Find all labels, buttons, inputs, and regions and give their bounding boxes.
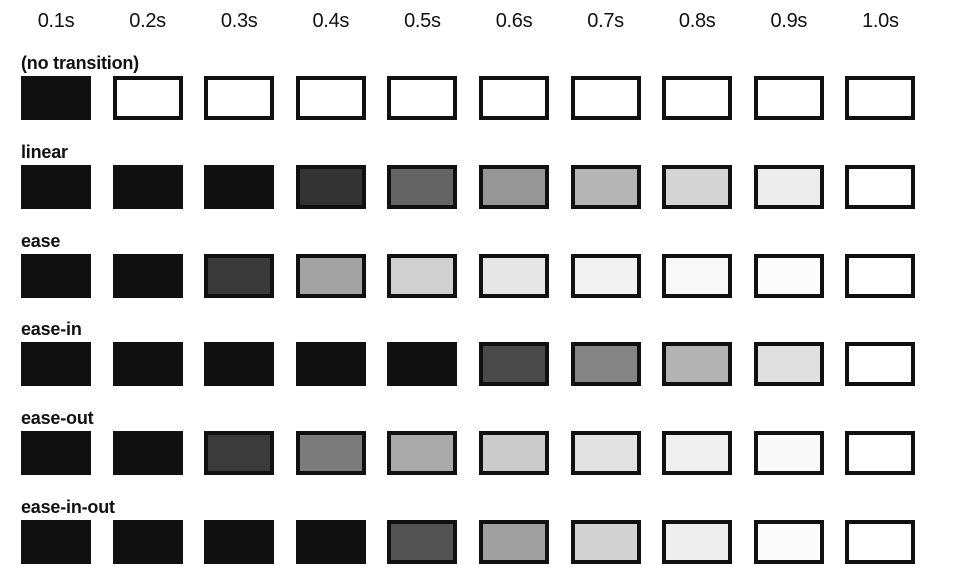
- swatch-box: [21, 253, 91, 298]
- swatch-box: [479, 164, 549, 209]
- swatch-box: [21, 342, 91, 387]
- swatch-box: [295, 431, 366, 476]
- swatch-box: [845, 164, 916, 209]
- swatch-box: [570, 342, 641, 387]
- swatch-box: [387, 342, 458, 387]
- swatch-box: [479, 253, 549, 298]
- swatch-box: [479, 342, 549, 387]
- swatch-box: [387, 76, 458, 120]
- swatch-box: [295, 253, 366, 298]
- swatch-box: [21, 76, 91, 120]
- time-header: 0.1s 0.2s 0.3s 0.4s 0.5s 0.6s 0.7s 0.8s …: [0, 10, 964, 40]
- swatch-box: [112, 164, 183, 209]
- row-label-linear: linear: [21, 141, 68, 162]
- row-label-no-transition: (no transition): [21, 53, 139, 73]
- swatch-box: [570, 253, 641, 298]
- time-label-8: 0.9s: [770, 10, 808, 32]
- swatch-box: [204, 342, 275, 387]
- swatch-box: [845, 520, 916, 564]
- swatch-box: [753, 342, 824, 387]
- time-label-6: 0.7s: [587, 10, 624, 32]
- swatch-box: [295, 76, 366, 120]
- swatch-box: [662, 164, 733, 209]
- row-ease-out: ease-out: [0, 408, 964, 488]
- swatch-box: [112, 520, 183, 564]
- swatch-box: [387, 164, 458, 209]
- swatch-box: [21, 520, 91, 564]
- row-ease: ease: [0, 231, 964, 311]
- swatch-box: [295, 342, 366, 387]
- swatch-box: [570, 76, 641, 120]
- swatch-box: [845, 431, 916, 476]
- time-label-1: 0.2s: [129, 10, 166, 32]
- time-label-5: 0.6s: [495, 10, 533, 32]
- swatch-box: [204, 76, 275, 120]
- row-no-transition: (no transition): [0, 53, 964, 133]
- swatch-box: [845, 253, 916, 298]
- swatch-box: [112, 431, 183, 476]
- row-linear: linear: [0, 142, 964, 222]
- swatch-box: [479, 431, 549, 476]
- swatch-box: [662, 342, 733, 387]
- swatch-box: [21, 431, 91, 476]
- row-label-ease-in-out: ease-in-out: [21, 497, 115, 517]
- time-label-4: 0.5s: [404, 10, 441, 32]
- swatch-box: [387, 520, 458, 564]
- swatch-box: [753, 164, 824, 209]
- swatch-box: [753, 253, 824, 298]
- swatch-box: [753, 76, 824, 120]
- time-label-9: 1.0s: [862, 10, 899, 32]
- swatch-box: [662, 431, 733, 476]
- swatch-box: [112, 342, 183, 387]
- swatch-box: [204, 520, 275, 564]
- swatch-box: [112, 76, 183, 120]
- row-label-ease: ease: [21, 230, 61, 251]
- swatch-box: [387, 253, 458, 298]
- swatch-box: [479, 520, 549, 564]
- row-ease-in: ease-in: [0, 319, 964, 399]
- swatch-box: [845, 76, 916, 120]
- swatch-box: [753, 520, 824, 564]
- swatch-box: [479, 76, 549, 120]
- row-label-ease-out: ease-out: [21, 408, 94, 429]
- swatch-box: [112, 253, 183, 298]
- swatch-box: [662, 253, 733, 298]
- swatch-box: [662, 76, 733, 120]
- swatch-box: [662, 520, 733, 564]
- swatch-box: [21, 164, 91, 209]
- swatch-box: [204, 431, 275, 476]
- swatch-box: [570, 520, 641, 564]
- time-label-3: 0.4s: [312, 10, 350, 32]
- time-label-7: 0.8s: [678, 10, 716, 32]
- time-label-2: 0.3s: [220, 10, 258, 32]
- time-label-0: 0.1s: [37, 10, 75, 32]
- swatch-box: [753, 431, 824, 476]
- swatch-box: [387, 431, 458, 476]
- swatch-box: [570, 164, 641, 209]
- swatch-box: [570, 431, 641, 476]
- row-label-ease-in: ease-in: [21, 319, 82, 340]
- swatch-box: [204, 164, 275, 209]
- row-ease-in-out: ease-in-out: [0, 497, 964, 577]
- swatch-box: [295, 164, 366, 209]
- swatch-box: [845, 342, 916, 387]
- swatch-box: [204, 253, 275, 298]
- swatch-box: [295, 520, 366, 564]
